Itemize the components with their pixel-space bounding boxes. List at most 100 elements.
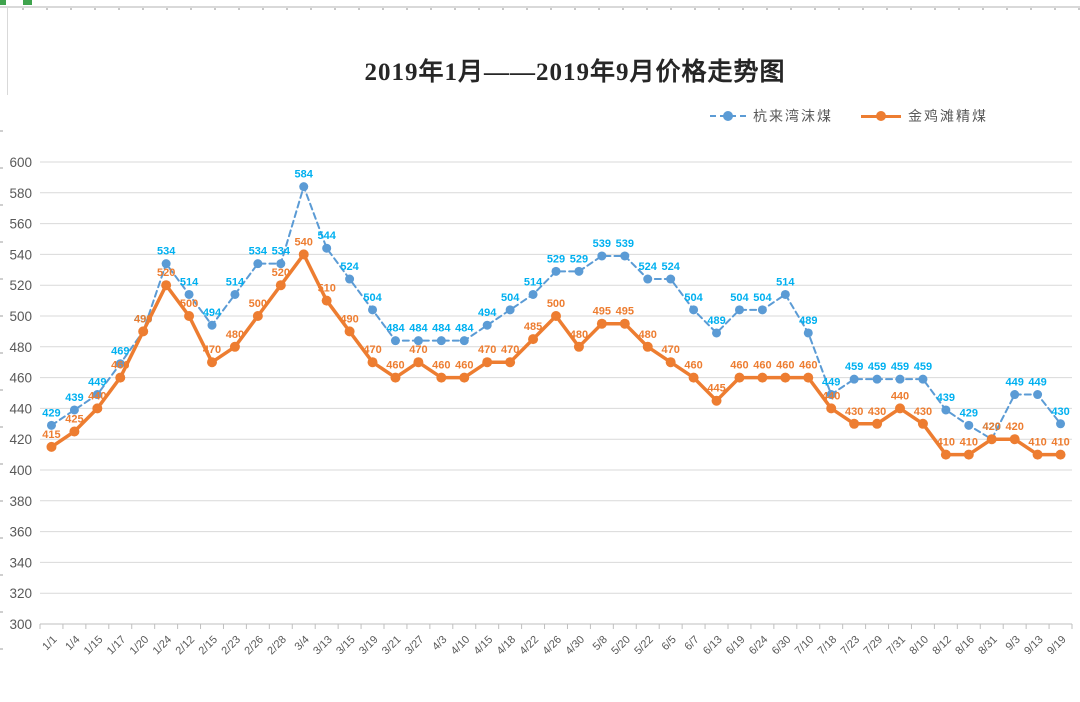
x-axis-label: 8/10: [907, 634, 931, 658]
jinjitan-data-label: 420: [983, 421, 1001, 433]
hanglaiwan-data-label: 524: [340, 261, 359, 273]
x-axis-label: 6/5: [659, 634, 678, 653]
selection-handle-icon: [0, 0, 6, 5]
hanglaiwan-data-point: [964, 420, 974, 430]
jinjitan-data-label: 460: [776, 360, 794, 372]
jinjitan-data-label: 485: [524, 321, 542, 333]
jinjitan-data-point: [757, 372, 768, 383]
jinjitan-data-point: [665, 357, 676, 368]
x-axis-label: 5/20: [609, 634, 633, 658]
x-axis-label: 4/30: [563, 634, 587, 658]
hanglaiwan-data-point: [734, 305, 744, 315]
y-axis-label: 600: [9, 155, 32, 170]
jinjitan-data-label: 500: [180, 298, 198, 310]
hanglaiwan-data-point: [757, 305, 767, 315]
jinjitan-data-label: 410: [1028, 437, 1046, 449]
hanglaiwan-data-point: [803, 328, 813, 338]
jinjitan-data-point: [298, 249, 309, 260]
hanglaiwan-data-label: 459: [868, 361, 886, 373]
hanglaiwan-data-point: [276, 259, 286, 269]
jinjitan-data-label: 430: [845, 406, 863, 418]
hanglaiwan-data-point: [390, 336, 400, 346]
jinjitan-data-point: [528, 334, 539, 345]
hanglaiwan-data-label: 514: [524, 276, 543, 288]
x-axis-label: 8/12: [930, 634, 954, 658]
x-axis-label: 6/7: [682, 634, 701, 653]
hanglaiwan-data-point: [345, 274, 355, 284]
x-axis-label: 4/3: [430, 634, 449, 653]
legend-item-jinjitan[interactable]: 金鸡滩精煤: [861, 106, 988, 126]
x-axis-label: 3/15: [334, 634, 358, 658]
x-axis-label: 5/8: [591, 634, 610, 653]
jinjitan-data-label: 410: [960, 437, 978, 449]
jinjitan-data-label: 490: [134, 313, 152, 325]
jinjitan-data-label: 460: [455, 360, 473, 372]
hanglaiwan-data-point: [1056, 419, 1066, 429]
jinjitan-data-point: [940, 449, 951, 460]
jinjitan-data-point: [1055, 449, 1066, 460]
y-axis-label: 580: [9, 186, 32, 201]
y-axis-label: 360: [9, 525, 32, 540]
hanglaiwan-data-label: 420: [983, 421, 1001, 433]
x-axis-label: 9/19: [1045, 634, 1069, 658]
jinjitan-data-point: [826, 403, 837, 414]
jinjitan-data-label: 420: [1005, 421, 1023, 433]
hanglaiwan-data-label: 539: [616, 238, 634, 250]
jinjitan-data-label: 470: [661, 344, 679, 356]
jinjitan-data-point: [367, 357, 378, 368]
jinjitan-data-point: [184, 311, 195, 321]
hanglaiwan-data-label: 484: [386, 323, 405, 335]
jinjitan-data-label: 470: [409, 344, 427, 356]
legend-item-hanglaiwan[interactable]: 杭来湾沫煤: [710, 106, 833, 126]
jinjitan-data-point: [849, 418, 860, 429]
jinjitan-data-label: 460: [799, 360, 817, 372]
jinjitan-data-point: [275, 280, 286, 291]
jinjitan-data-point: [872, 418, 883, 429]
hanglaiwan-data-label: 489: [799, 315, 817, 327]
hanglaiwan-data-point: [253, 259, 263, 269]
hanglaiwan-data-point: [826, 390, 836, 400]
hanglaiwan-data-point: [574, 266, 584, 276]
hanglaiwan-data-point: [1033, 390, 1043, 400]
hanglaiwan-data-point: [482, 320, 492, 330]
y-axis-label: 300: [9, 617, 32, 632]
jinjitan-data-point: [252, 311, 263, 321]
hanglaiwan-data-label: 449: [88, 377, 106, 389]
jinjitan-data-label: 470: [203, 344, 221, 356]
hanglaiwan-data-point: [299, 182, 309, 192]
hanglaiwan-data-label: 534: [249, 246, 268, 258]
hanglaiwan-data-label: 429: [42, 407, 60, 419]
solid-line-dot-icon: [861, 111, 901, 121]
x-axis-label: 1/1: [40, 634, 59, 653]
y-axis-label: 560: [9, 217, 32, 232]
hanglaiwan-data-label: 439: [937, 392, 955, 404]
jinjitan-data-point: [986, 434, 997, 445]
hanglaiwan-data-point: [322, 243, 332, 253]
y-axis-label: 380: [9, 494, 32, 509]
jinjitan-data-point: [482, 357, 493, 368]
jinjitan-data-point: [321, 295, 332, 306]
x-axis-label: 8/31: [976, 634, 1000, 658]
jinjitan-data-point: [917, 418, 928, 429]
y-axis-label: 440: [9, 401, 32, 416]
y-axis-label: 480: [9, 340, 32, 355]
jinjitan-data-label: 510: [317, 283, 335, 295]
hanglaiwan-data-point: [666, 274, 676, 284]
selection-handle-icon: [23, 0, 32, 5]
jinjitan-data-label: 490: [340, 313, 358, 325]
jinjitan-data-point: [711, 395, 722, 406]
x-axis-label: 8/16: [953, 634, 977, 658]
hanglaiwan-data-label: 504: [753, 292, 772, 304]
x-axis-label: 7/31: [884, 634, 908, 658]
jinjitan-data-point: [390, 372, 401, 383]
hanglaiwan-data-point: [528, 289, 538, 299]
spreadsheet-column-ticks: [0, 6, 1080, 10]
hanglaiwan-data-point: [368, 305, 378, 315]
jinjitan-data-label: 410: [1051, 437, 1069, 449]
hanglaiwan-data-label: 429: [960, 407, 978, 419]
hanglaiwan-data-point: [161, 259, 171, 269]
jinjitan-data-label: 460: [386, 360, 404, 372]
jinjitan-data-label: 460: [432, 360, 450, 372]
